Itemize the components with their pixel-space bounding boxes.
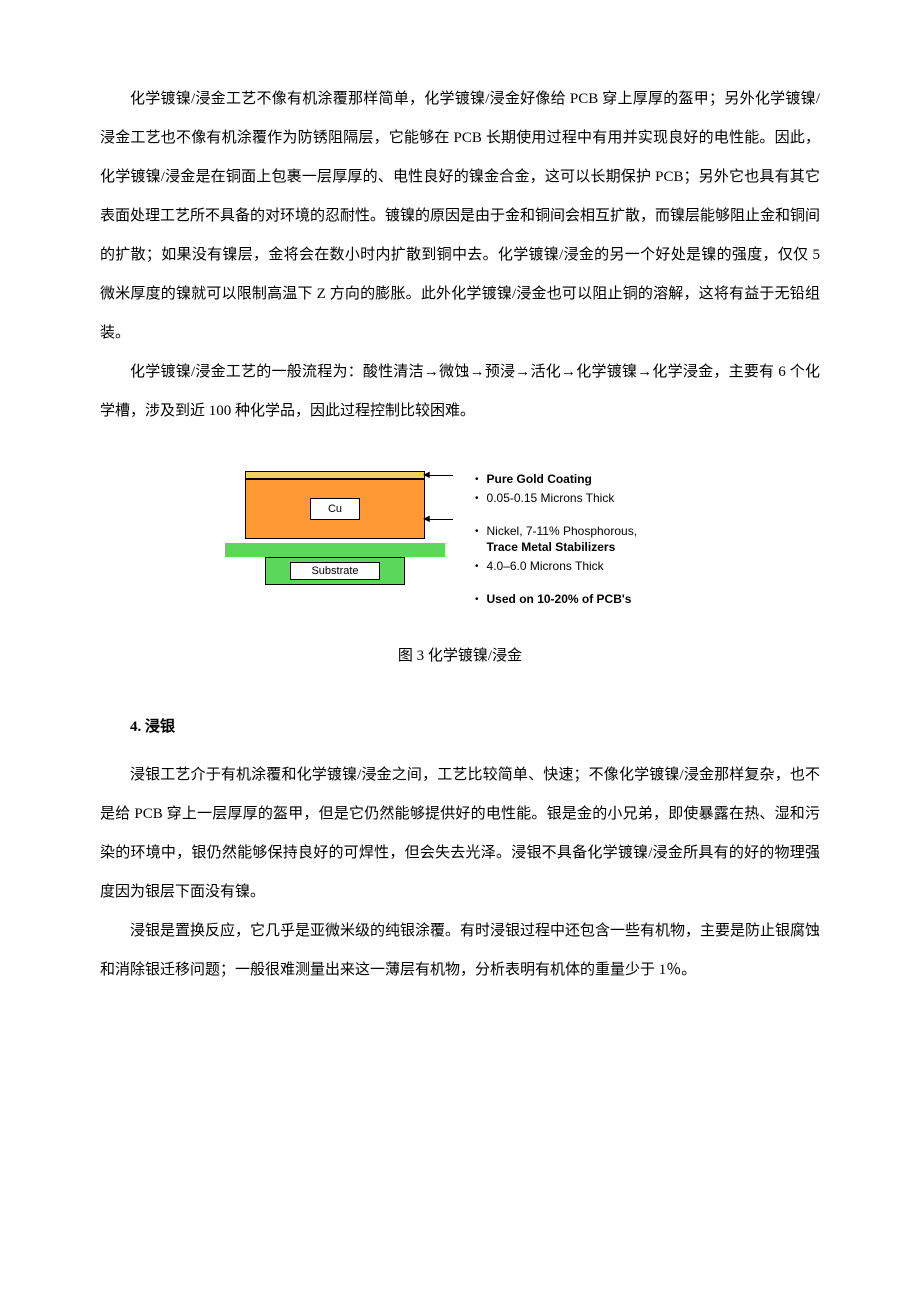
arrow-nickel: ◄ [421,513,432,525]
arrow-gold: ◄ [421,469,432,481]
paragraph-1: 化学镀镍/浸金工艺不像有机涂覆那样简单，化学镀镍/浸金好像给 PCB 穿上厚厚的… [100,80,820,353]
gold-coating-layer [245,471,425,479]
legend-group-nickel: •Nickel, 7-11% Phosphorous,Trace Metal S… [475,523,695,575]
legend-gold-title: Pure Gold Coating [487,471,592,488]
legend-nickel-thickness: 4.0–6.0 Microns Thick [487,558,604,575]
legend-nickel-title: Nickel, 7-11% Phosphorous,Trace Metal St… [487,523,638,557]
legend-gold-thickness: 0.05-0.15 Microns Thick [487,490,615,507]
layer-diagram: Cu Substrate ◄ ◄ [225,471,455,596]
paragraph-4: 浸银是置换反应，它几乎是亚微米级的纯银涂覆。有时浸银过程中还包含一些有机物，主要… [100,912,820,990]
copper-label-box: Cu [310,498,360,520]
legend-usage: Used on 10-20% of PCB's [487,591,632,608]
section-4-heading: 4. 浸银 [100,715,820,736]
figure-3: Cu Substrate ◄ ◄ •Pure Gold Coating •0.0… [100,471,820,624]
diagram-legend: •Pure Gold Coating •0.05-0.15 Microns Th… [475,471,695,624]
paragraph-2: 化学镀镍/浸金工艺的一般流程为：酸性清洁→微蚀→预浸→活化→化学镀镍→化学浸金，… [100,353,820,431]
figure-3-caption: 图 3 化学镀镍/浸金 [100,644,820,665]
legend-group-gold: •Pure Gold Coating •0.05-0.15 Microns Th… [475,471,695,507]
substrate-label-box: Substrate [290,562,380,580]
nickel-layer: Cu [245,479,425,539]
substrate-bar [225,543,445,557]
legend-group-usage: •Used on 10-20% of PCB's [475,591,695,608]
substrate-layer: Substrate [265,557,405,585]
paragraph-3: 浸银工艺介于有机涂覆和化学镀镍/浸金之间，工艺比较简单、快速；不像化学镀镍/浸金… [100,756,820,912]
